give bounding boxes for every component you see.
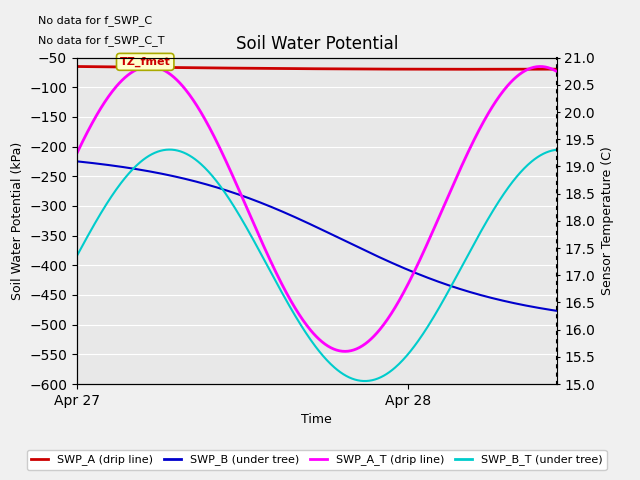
Legend: SWP_A (drip line), SWP_B (under tree), SWP_A_T (drip line), SWP_B_T (under tree): SWP_A (drip line), SWP_B (under tree), S… [27, 450, 607, 470]
Text: TZ_fmet: TZ_fmet [120, 57, 171, 67]
Title: Soil Water Potential: Soil Water Potential [236, 35, 398, 53]
Text: No data for f_SWP_C_T: No data for f_SWP_C_T [38, 35, 165, 46]
X-axis label: Time: Time [301, 413, 332, 426]
Y-axis label: Soil Water Potential (kPa): Soil Water Potential (kPa) [10, 142, 24, 300]
Y-axis label: Sensor Temperature (C): Sensor Temperature (C) [601, 146, 614, 295]
Text: No data for f_SWP_C: No data for f_SWP_C [38, 15, 152, 26]
